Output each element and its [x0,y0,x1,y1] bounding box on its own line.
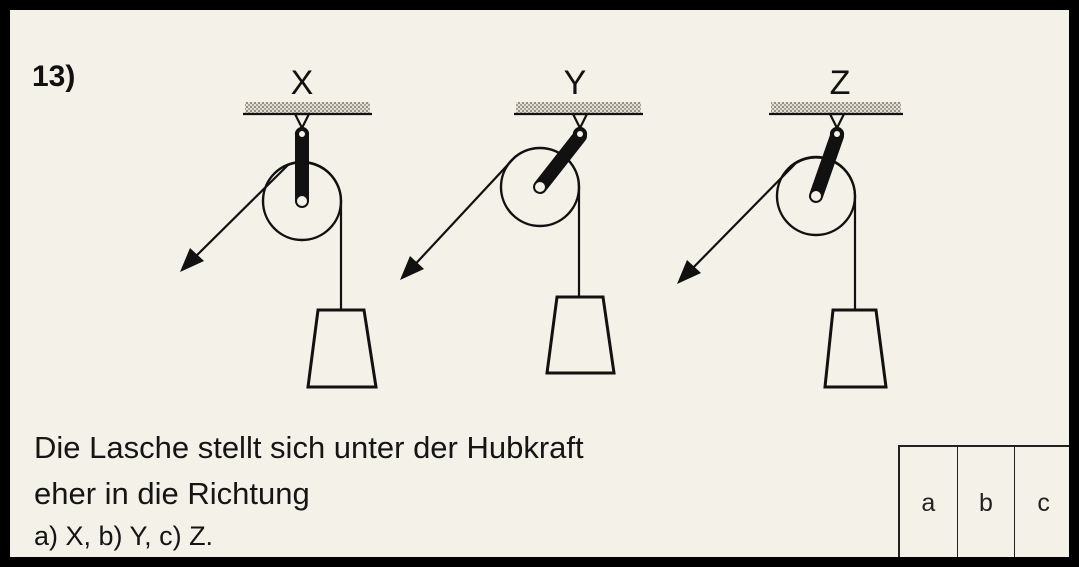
link-plate-z [809,129,844,203]
answer-box-group: a b c [898,445,1069,557]
pulley-figure-x: X [180,64,378,389]
answer-box-c[interactable]: c [1037,488,1050,517]
ceiling-z [771,102,901,113]
answer-options-line: a) X, b) Y, c) Z. [34,521,214,551]
figure-label-y: Y [564,64,587,102]
pulley-diagrams: X Y [180,64,903,389]
answer-box-a[interactable]: a [900,447,958,557]
ceiling-y [516,102,641,113]
ceiling-x [245,102,370,113]
pull-force-arrow-x [187,164,289,265]
pulley-figure-z: Z [677,64,903,389]
figure-label-z: Z [830,64,851,102]
question-page: 13) X Y [10,10,1069,557]
figure-label-x: X [291,64,314,102]
pull-force-arrow-z [684,162,797,277]
pulley-figure-y: Y [400,64,643,375]
question-number: 13) [32,60,76,93]
pull-force-arrow-y [407,156,516,273]
load-weight-y [545,295,616,375]
load-weight-x [306,308,378,389]
answer-box-b[interactable]: b [958,447,1016,557]
question-text-line2: eher in die Richtung [34,476,310,511]
link-plate-y [533,129,587,194]
load-weight-z [823,308,888,389]
question-text-line1: Die Lasche stellt sich unter der Hubkraf… [34,430,584,465]
